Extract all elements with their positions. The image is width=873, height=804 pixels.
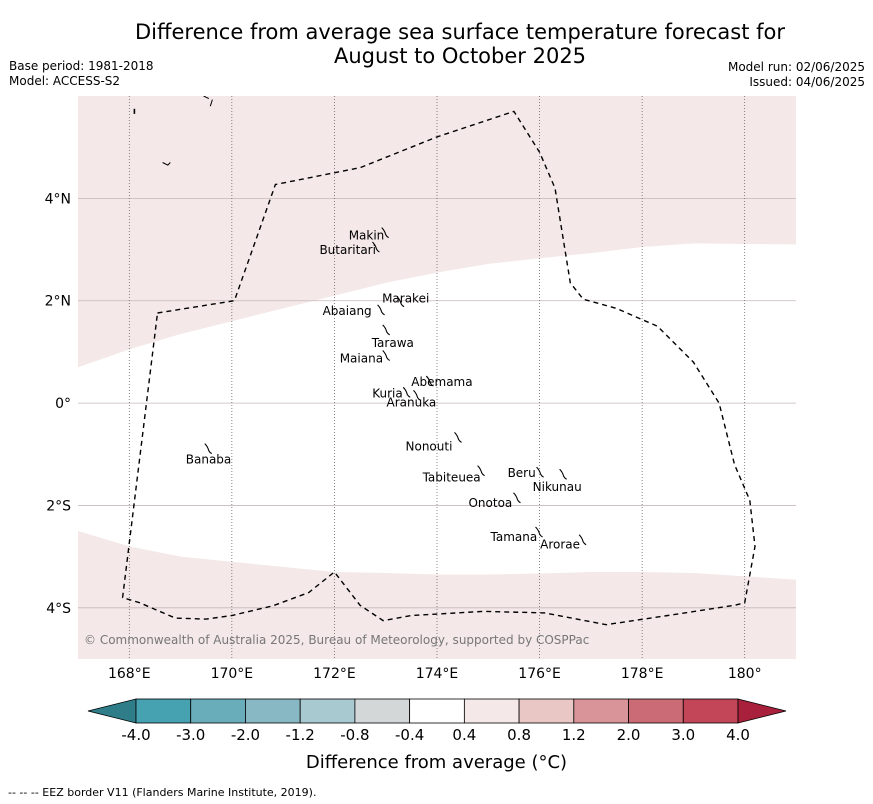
colorbar-max-arrow bbox=[737, 698, 787, 724]
title-line-2: August to October 2025 bbox=[333, 44, 587, 68]
lon-tick-label: 174°E bbox=[416, 666, 459, 682]
island-label-arorae: Arorae bbox=[540, 538, 580, 552]
colorbar-tick-label: 4.0 bbox=[726, 726, 750, 744]
colorbar-tick-label: -0.8 bbox=[340, 726, 370, 744]
lon-tick-label: 168°E bbox=[108, 666, 151, 682]
island-shape bbox=[535, 526, 543, 538]
model-name: Model: ACCESS-S2 bbox=[9, 74, 121, 88]
island-label-tarawa: Tarawa bbox=[371, 336, 414, 350]
colorbar-tick-label: 1.2 bbox=[561, 726, 586, 744]
island-label-makin: Makin bbox=[349, 229, 385, 243]
colorbar-tick-label: -0.4 bbox=[394, 726, 425, 744]
island-shape bbox=[513, 492, 521, 504]
map-title: Difference from average sea surface temp… bbox=[60, 20, 860, 68]
run-info: Model run: 02/06/2025 Issued: 04/06/2025 bbox=[728, 60, 865, 90]
colorbar-segment bbox=[682, 698, 739, 724]
island-label-tabiteuea: Tabiteuea bbox=[422, 471, 481, 485]
island-shape bbox=[402, 386, 411, 398]
colorbar-segment bbox=[135, 698, 192, 724]
island-label-nikunau: Nikunau bbox=[533, 480, 582, 494]
island-shape bbox=[372, 241, 380, 253]
island-label-abaiang: Abaiang bbox=[323, 304, 372, 318]
colorbar-segment bbox=[354, 698, 411, 724]
colorbar-tick-label: 3.0 bbox=[671, 726, 696, 744]
island-label-tamana: Tamana bbox=[490, 530, 538, 544]
island-shape bbox=[477, 465, 485, 477]
island-label-aranuka: Aranuka bbox=[386, 395, 436, 409]
lon-tick-label: 172°E bbox=[313, 666, 356, 682]
island-label-nonouti: Nonouti bbox=[406, 439, 453, 453]
eez-legend: -- -- -- EEZ border V11 (Flanders Marine… bbox=[8, 786, 317, 799]
island-shape bbox=[382, 324, 390, 336]
island-shape bbox=[559, 468, 567, 480]
lat-tick-label: 0° bbox=[55, 396, 71, 412]
island-label-marakei: Marakei bbox=[382, 292, 429, 306]
colorbar-segment bbox=[573, 698, 629, 724]
colorbar-min-arrow bbox=[87, 698, 137, 724]
island-shape bbox=[425, 375, 434, 387]
colorbar-tick-label: -4.0 bbox=[121, 726, 151, 744]
lat-tick-label: 4°S bbox=[46, 601, 71, 617]
island-shape bbox=[578, 534, 587, 546]
title-line-1: Difference from average sea surface temp… bbox=[135, 20, 785, 44]
island-label-abemama: Abemama bbox=[411, 375, 472, 389]
island-shape bbox=[536, 466, 544, 478]
colorbar-label: Difference from average (°C) bbox=[305, 752, 568, 773]
island-shape bbox=[209, 99, 213, 107]
island-label-beru: Beru bbox=[508, 466, 536, 480]
copyright-notice: © Commonwealth of Australia 2025, Bureau… bbox=[84, 633, 590, 647]
island-shape bbox=[162, 162, 171, 166]
colorbar-tick-label: -3.0 bbox=[176, 726, 206, 744]
island-shape bbox=[203, 96, 210, 100]
colorbar-tick-label: -1.2 bbox=[285, 726, 315, 744]
island-shape bbox=[204, 443, 213, 455]
colorbar-tick-label: 2.0 bbox=[616, 726, 641, 744]
island-label-butaritari: Butaritari bbox=[319, 243, 376, 257]
island-shape bbox=[382, 350, 390, 361]
colorbar-segment bbox=[245, 698, 301, 724]
colorbar-segment bbox=[299, 698, 356, 724]
lat-tick-label: 4°N bbox=[45, 191, 71, 207]
colorbar-tick-label: 0.4 bbox=[452, 726, 477, 744]
island-label-banaba: Banaba bbox=[186, 453, 232, 467]
model-info: Base period: 1981-2018 Model: ACCESS-S2 bbox=[9, 59, 154, 89]
colorbar-tick-label: 0.8 bbox=[507, 726, 531, 744]
island-label-maiana: Maiana bbox=[340, 351, 383, 365]
colorbar-segment bbox=[463, 698, 520, 724]
colorbar-segment bbox=[190, 698, 246, 724]
base-period: Base period: 1981-2018 bbox=[9, 59, 154, 73]
lon-tick-label: 176°E bbox=[518, 666, 561, 682]
lon-tick-label: 170°E bbox=[211, 666, 254, 682]
lon-tick-label: 180° bbox=[728, 666, 762, 682]
colorbar-segment bbox=[518, 698, 575, 724]
island-shape bbox=[381, 227, 389, 239]
island-label-onotoa: Onotoa bbox=[468, 496, 512, 510]
colorbar-tick-label: -2.0 bbox=[230, 726, 261, 744]
colorbar-segment bbox=[628, 698, 684, 724]
lat-tick-label: 2°N bbox=[45, 294, 71, 310]
eez-border bbox=[121, 110, 756, 626]
lon-tick-label: 178°E bbox=[621, 666, 664, 682]
colorbar-segment bbox=[409, 698, 465, 724]
island-shape bbox=[454, 431, 462, 443]
issued-date: Issued: 04/06/2025 bbox=[749, 75, 865, 89]
island-label-kuria: Kuria bbox=[372, 386, 403, 400]
island-shape bbox=[377, 304, 385, 316]
lat-tick-label: 2°S bbox=[46, 498, 71, 514]
island-shape bbox=[413, 390, 421, 401]
model-run: Model run: 02/06/2025 bbox=[727, 60, 865, 74]
island-shape bbox=[396, 296, 405, 308]
